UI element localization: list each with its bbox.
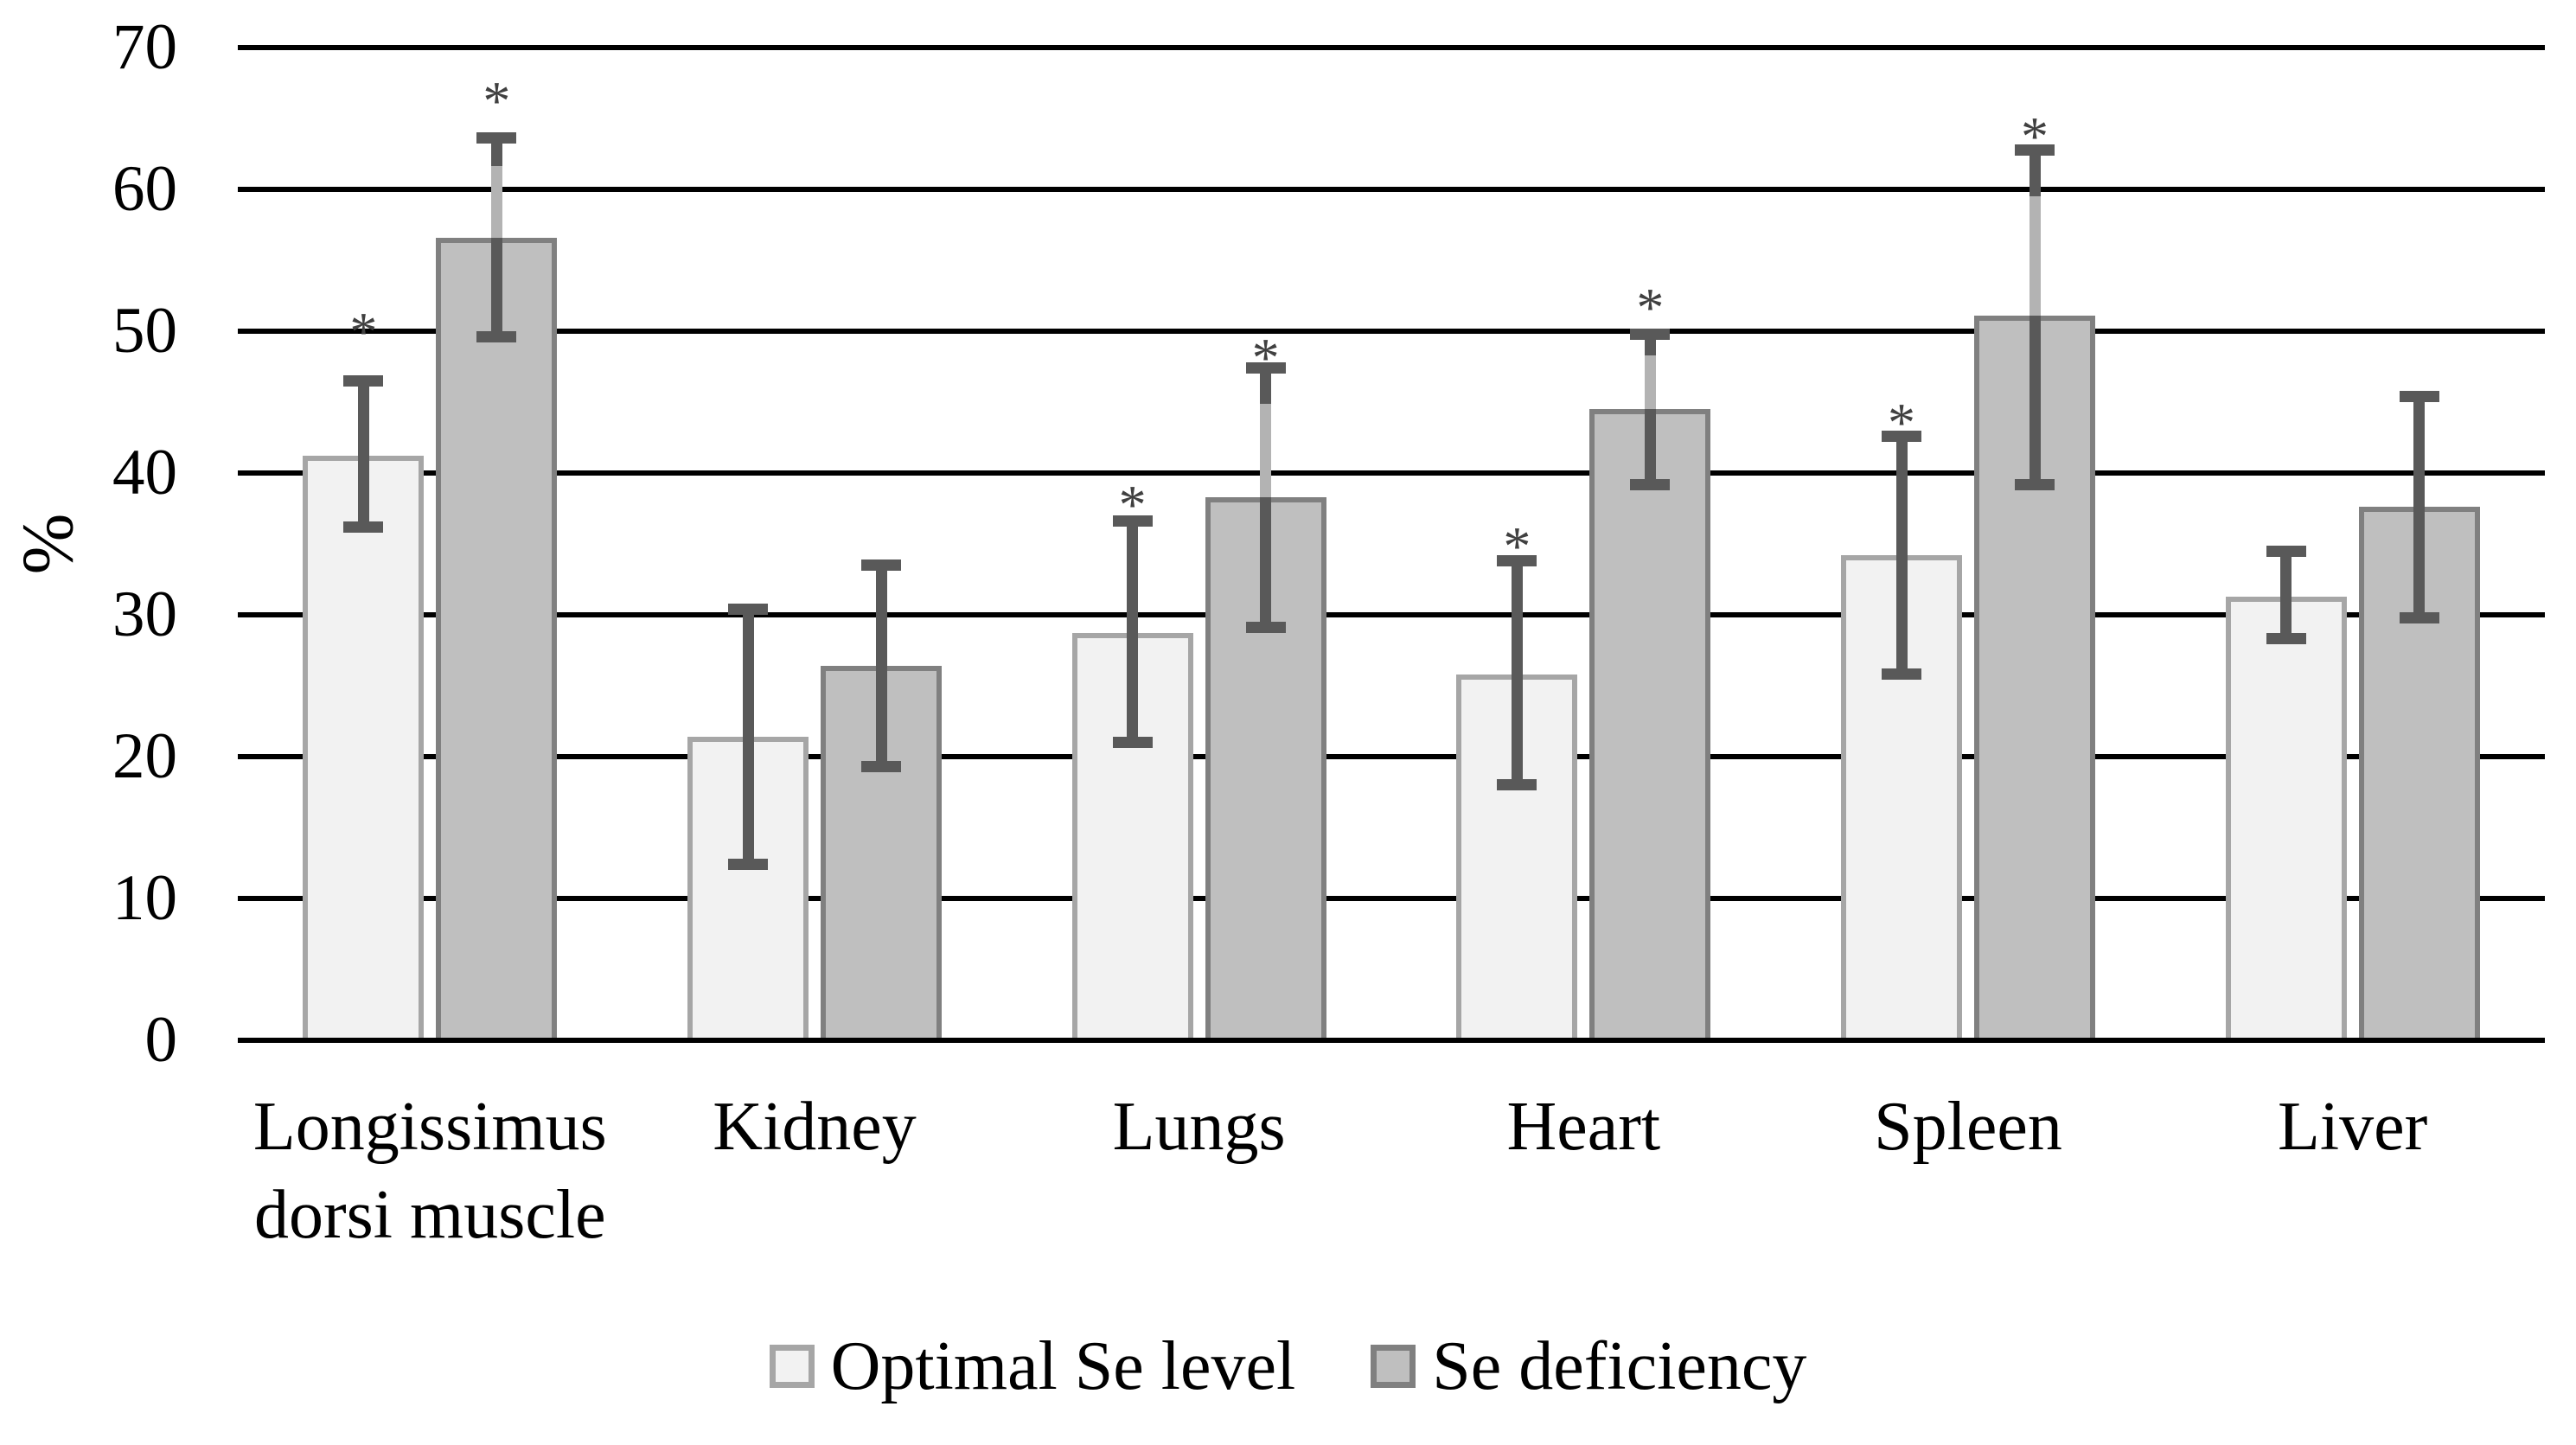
category-label-spleen: Spleen [1874,1089,2062,1165]
y-tick-label-20: 20 [112,720,177,792]
significance-marker-deficiency-lungs: * [1251,326,1280,388]
legend-label-optimal-se-level: Optimal Se level [830,1328,1296,1404]
significance-marker-optimal-spleen: * [1888,392,1915,454]
significance-marker-optimal-longissimus: * [349,301,378,363]
legend-swatch-optimal-se-level [769,1345,815,1388]
y-tick-label-40: 40 [112,437,177,508]
error-bar-stem-optimal-longissimus [357,380,369,527]
bar-optimal-longissimus [303,456,425,1040]
legend-item-optimal-se-level: Optimal Se level [769,1325,1296,1408]
legend: Optimal Se level Se deficiency [0,1325,2576,1408]
legend-swatch-se-deficiency [1371,1345,1416,1388]
error-bar-upper-cap-deficiency-heart [1630,328,1671,340]
error-bar-lower-cap-deficiency-heart [1630,478,1671,490]
error-bar-lower-cap-deficiency-lungs [1245,622,1286,634]
error-bar-upper-cap-deficiency-kidney [861,559,901,572]
bar-optimal-liver [2225,596,2347,1040]
error-bar-lower-cap-optimal-longissimus [343,521,384,533]
error-bar-upper-cap-deficiency-lungs [1245,362,1286,374]
significance-marker-deficiency-longissimus: * [483,69,511,131]
bar-deficiency-heart [1589,409,1711,1040]
bar-deficiency-lungs [1205,496,1326,1040]
error-bar-stem-light-segment-spleen [2029,195,2041,316]
gridline-70 [238,45,2545,50]
error-bar-upper-cap-optimal-heart [1497,555,1537,567]
category-label-lungs: Lungs [1112,1089,1286,1165]
error-bar-lower-cap-optimal-spleen [1882,668,1921,681]
error-bar-stem-optimal-lungs [1127,521,1139,743]
y-tick-label-30: 30 [112,579,177,650]
legend-item-se-deficiency: Se deficiency [1371,1325,1806,1408]
bar-deficiency-kidney [821,666,942,1040]
error-bar-lower-cap-deficiency-longissimus [476,331,517,343]
y-tick-label-0: 0 [144,1004,178,1076]
error-bar-stem-light-segment-longissimus [490,166,502,238]
legend-label-se-deficiency: Se deficiency [1432,1328,1807,1404]
gridline-20 [238,754,2545,759]
error-bar-stem-light-segment-lungs [1260,404,1272,497]
significance-marker-optimal-heart: * [1503,515,1531,577]
bar-optimal-heart [1456,674,1578,1040]
error-bar-upper-cap-optimal-lungs [1112,515,1153,527]
error-bar-upper-cap-deficiency-spleen [2015,144,2055,156]
gridline-30 [238,612,2545,617]
y-tick-label-50: 50 [112,295,177,367]
error-bar-stem-optimal-spleen [1895,436,1908,675]
error-bar-lower-cap-deficiency-kidney [861,760,901,772]
error-bar-upper-cap-deficiency-liver [2399,390,2439,402]
error-bar-lower-cap-deficiency-liver [2399,611,2439,623]
error-bar-lower-cap-optimal-liver [2266,633,2306,645]
gridline-50 [238,329,2545,334]
error-bar-upper-cap-deficiency-longissimus [476,132,517,144]
gridline-40 [238,470,2545,476]
y-axis-title-text: % [7,513,88,575]
error-bar-lower-cap-deficiency-spleen [2015,478,2055,490]
y-tick-label-60: 60 [112,153,177,225]
error-bar-stem-optimal-kidney [742,609,754,865]
significance-marker-optimal-lungs: * [1118,474,1147,536]
category-label-liver: Liver [2278,1089,2428,1165]
gridline-0 [238,1038,2545,1043]
error-bar-lower-cap-optimal-heart [1497,779,1537,791]
category-label-kidney: Kidney [713,1089,917,1165]
gridline-60 [238,187,2545,192]
error-bar-lower-cap-optimal-lungs [1112,737,1153,749]
error-bar-upper-cap-optimal-spleen [1882,430,1921,442]
y-tick-label-70: 70 [112,11,177,83]
bar-deficiency-longissimus [436,237,558,1040]
error-bar-lower-cap-optimal-kidney [728,859,768,871]
error-bar-stem-optimal-heart [1511,560,1523,785]
plot-area: * * * * * * * * [238,45,2545,1043]
error-bar-upper-cap-optimal-kidney [728,603,768,615]
category-label-heart: Heart [1506,1089,1661,1165]
y-tick-label-10: 10 [112,862,177,934]
gridline-10 [238,896,2545,901]
error-bar-upper-cap-optimal-longissimus [343,374,384,387]
significance-marker-deficiency-spleen: * [2021,105,2049,167]
error-bar-upper-cap-optimal-liver [2266,545,2306,557]
error-bar-stem-deficiency-kidney [875,565,887,767]
error-bar-stem-light-segment-heart [1644,355,1656,410]
category-label-longissimus: Longissimus dorsi muscle [252,1089,607,1253]
error-bar-stem-optimal-liver [2280,551,2292,639]
bar-deficiency-spleen [1974,315,2095,1040]
significance-marker-deficiency-heart: * [1636,277,1665,339]
error-bar-stem-deficiency-liver [2413,396,2426,618]
